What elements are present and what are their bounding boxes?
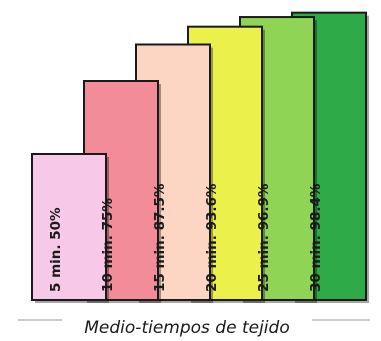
bars-group [31,11,369,304]
chart-caption: Medio-tiempos de tejido [84,318,289,338]
bar-label: 25 min. 96.9% [256,183,272,292]
bar-labels-group: 5 min. 50% 10 min. 75% 15 min. 87.5% 20 min… [48,183,324,292]
bar-label: 30 min. 98.4% [308,183,324,292]
bar-label: 15 min. 87.5% [152,183,168,292]
bar-label: 10 min. 75% [100,198,116,292]
bar-5-min [31,153,107,301]
bar-label: 20 min. 93.6% [204,183,220,292]
bar-label: 5 min. 50% [48,207,64,292]
